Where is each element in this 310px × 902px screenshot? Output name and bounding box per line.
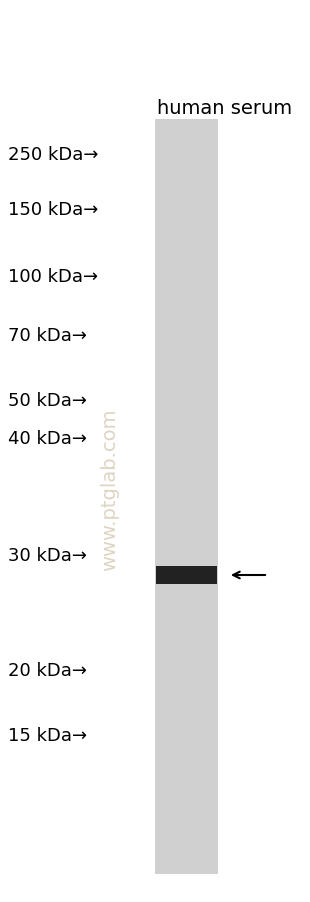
Text: 100 kDa→: 100 kDa→ xyxy=(8,268,98,286)
Bar xyxy=(155,120,218,874)
Text: 20 kDa→: 20 kDa→ xyxy=(8,661,87,679)
Text: 70 kDa→: 70 kDa→ xyxy=(8,327,87,345)
Text: 250 kDa→: 250 kDa→ xyxy=(8,146,99,164)
Text: 150 kDa→: 150 kDa→ xyxy=(8,201,98,219)
Text: 40 kDa→: 40 kDa→ xyxy=(8,429,87,447)
Text: 50 kDa→: 50 kDa→ xyxy=(8,391,87,410)
Text: 15 kDa→: 15 kDa→ xyxy=(8,726,87,744)
Text: www.ptglab.com: www.ptglab.com xyxy=(100,409,119,571)
Text: 30 kDa→: 30 kDa→ xyxy=(8,547,87,565)
Bar xyxy=(156,566,217,584)
Text: human serum: human serum xyxy=(157,98,293,117)
